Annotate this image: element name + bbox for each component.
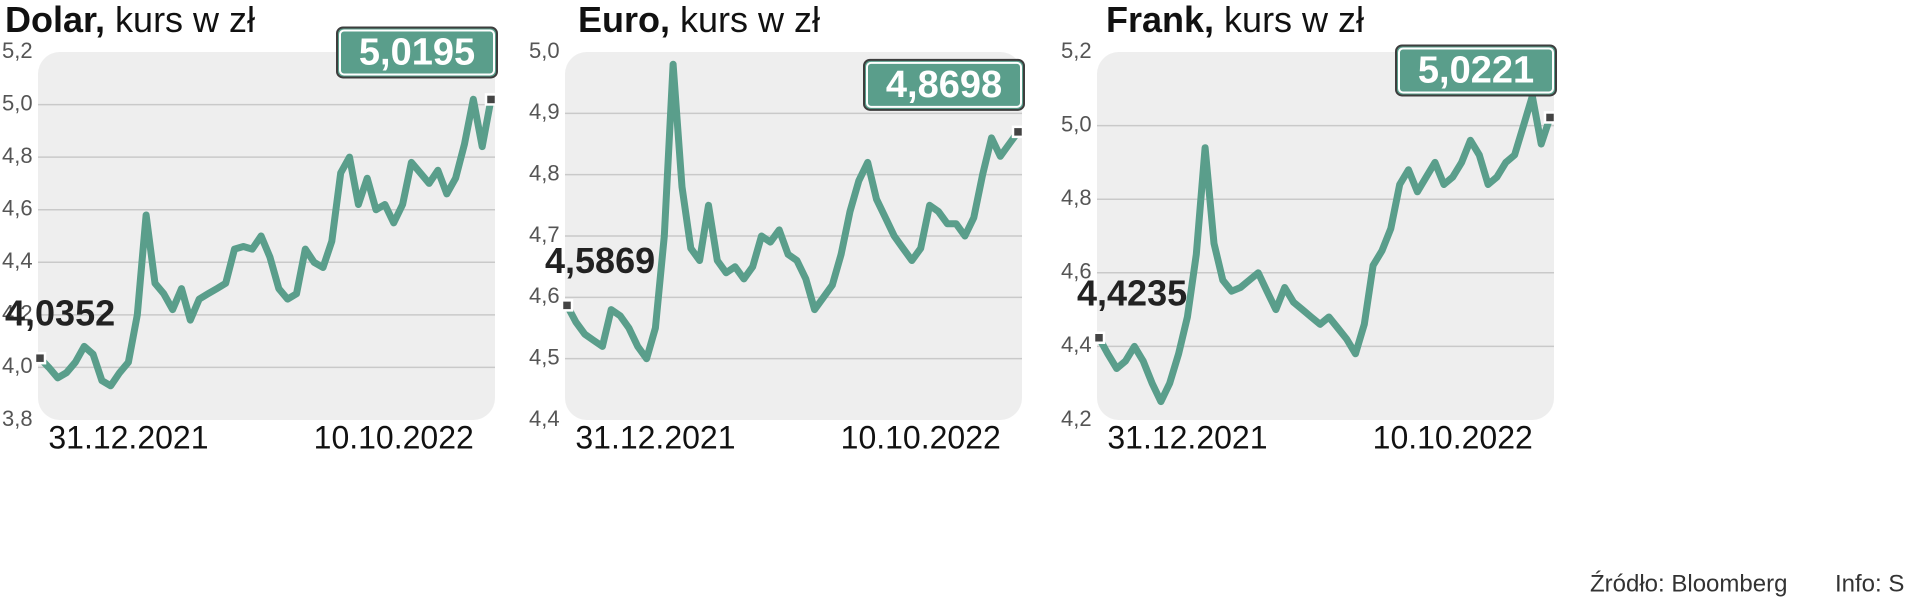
x-tick-label: 31.12.2021: [575, 419, 735, 455]
x-tick-label: 31.12.2021: [48, 419, 208, 455]
chart-title: Dolar, kurs w zł: [5, 0, 255, 40]
title-sub: kurs w zł: [115, 0, 255, 40]
title-main: Dolar,: [5, 0, 105, 40]
y-tick-label: 5,0: [1061, 111, 1092, 136]
y-tick-label: 4,8: [1061, 185, 1092, 210]
data-line: [563, 60, 1022, 363]
data-line: [1095, 92, 1554, 406]
chart-title: Euro, kurs w zł: [578, 0, 820, 40]
point-marker: [1543, 111, 1557, 124]
end-value-box-inner: [1398, 47, 1554, 94]
end-value-box-inner: [866, 61, 1022, 108]
y-tick-label: 5,2: [2, 38, 33, 63]
end-value-box-inner: [339, 29, 495, 76]
x-tick-label: 10.10.2022: [841, 419, 1001, 455]
x-tick-label: 10.10.2022: [314, 419, 474, 455]
y-tick-label: 4,2: [2, 301, 33, 326]
end-value-label: 4,8698: [886, 64, 1002, 106]
point-marker: [1092, 331, 1106, 345]
y-tick-label: 4,9: [529, 99, 560, 124]
y-tick-label: 4,7: [529, 222, 560, 247]
y-tick-label: 4,5: [529, 344, 560, 369]
y-tick-label: 4,6: [2, 196, 33, 221]
y-tick-label: 4,2: [1061, 406, 1092, 431]
y-tick-label: 4,0: [2, 353, 33, 378]
credit: Info: S: [1835, 570, 1904, 597]
title-main: Frank,: [1106, 0, 1214, 40]
data-line: [36, 95, 495, 390]
point-marker: [33, 351, 47, 365]
y-tick-label: 4,4: [2, 248, 33, 273]
end-value-label: 5,0221: [1418, 49, 1534, 91]
point-marker: [484, 93, 498, 106]
start-value-label: 4,4235: [1077, 272, 1187, 313]
point-marker: [560, 299, 574, 312]
y-tick-label: 4,6: [529, 283, 560, 308]
y-tick-label: 5,0: [2, 90, 33, 115]
y-tick-label: 4,4: [1061, 332, 1092, 357]
x-tick-label: 31.12.2021: [1107, 419, 1267, 455]
end-value-box: [336, 26, 498, 79]
source: Źródło: Bloomberg: [1590, 570, 1787, 597]
y-tick-label: 4,6: [1061, 259, 1092, 284]
start-value-label: 4,0352: [5, 293, 115, 334]
y-tick-label: 4,8: [529, 160, 560, 185]
x-tick-label: 10.10.2022: [1373, 419, 1533, 455]
end-value-box: [1395, 44, 1557, 97]
plot-background: [1097, 52, 1554, 420]
chart-title: Frank, kurs w zł: [1106, 0, 1364, 40]
title-main: Euro,: [578, 0, 670, 40]
end-value-label: 5,0195: [359, 31, 475, 73]
title-sub: kurs w zł: [680, 0, 820, 40]
title-sub: kurs w zł: [1224, 0, 1364, 40]
point-marker: [1011, 125, 1025, 139]
plot-background: [38, 52, 495, 420]
y-tick-label: 4,4: [529, 406, 560, 431]
y-tick-label: 5,2: [1061, 38, 1092, 63]
end-value-box: [863, 58, 1025, 111]
y-tick-label: 3,8: [2, 406, 33, 431]
y-tick-label: 5,0: [529, 38, 560, 63]
y-tick-label: 4,8: [2, 143, 33, 168]
start-value-label: 4,5869: [545, 240, 655, 281]
